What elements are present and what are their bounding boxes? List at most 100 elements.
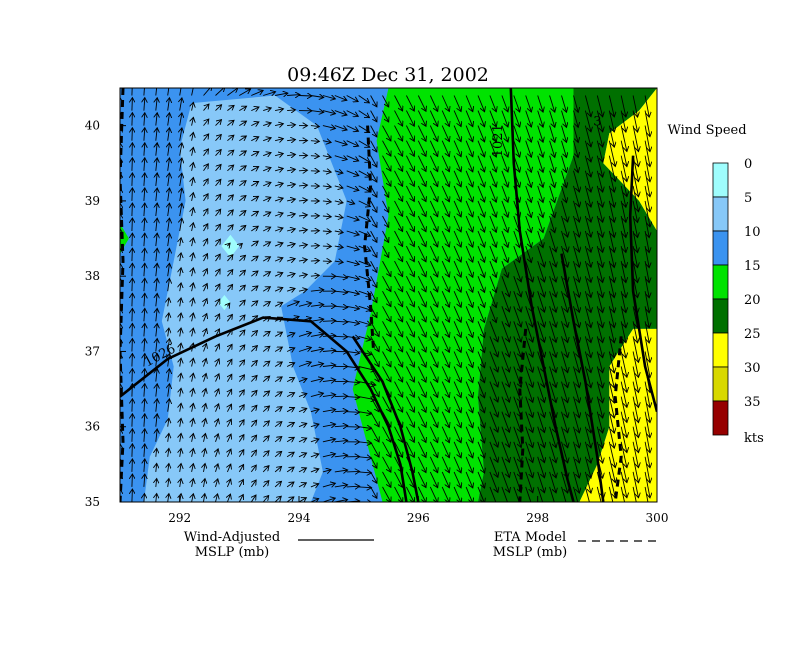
wind-arrow <box>334 291 348 292</box>
wind-arrow <box>573 140 579 158</box>
legend-swatch <box>712 230 729 266</box>
wind-arrow <box>168 278 170 292</box>
wind-arrow <box>417 306 426 322</box>
wind-arrow <box>346 140 359 146</box>
wind-arrow <box>561 351 568 373</box>
wind-arrow <box>144 188 145 201</box>
wind-arrow <box>656 456 657 460</box>
wind-arrow <box>144 354 145 367</box>
wind-arrow <box>477 245 485 262</box>
wind-arrow <box>216 284 220 292</box>
wind-arrow <box>287 154 295 155</box>
wind-arrow <box>274 154 283 156</box>
wind-arrow <box>561 155 567 173</box>
wind-arrow <box>429 336 437 352</box>
wind-arrow <box>382 486 391 502</box>
wind-arrow <box>394 381 403 398</box>
wind-arrow <box>239 181 246 187</box>
wind-arrow <box>192 178 194 186</box>
wind-arrow <box>238 270 245 277</box>
wind-arrow <box>465 396 473 413</box>
wind-arrow <box>322 231 331 232</box>
wind-arrow <box>262 242 270 246</box>
wind-arrow <box>358 110 370 118</box>
wind-arrow <box>441 110 449 127</box>
wind-arrow <box>477 260 485 277</box>
wind-arrow <box>561 381 568 403</box>
wind-arrow <box>156 339 157 352</box>
wind-arrow <box>168 298 169 307</box>
wind-arrow <box>131 88 133 96</box>
wind-arrow <box>525 411 533 433</box>
wind-arrow <box>250 435 256 443</box>
wind-arrow <box>429 185 437 202</box>
wind-arrow <box>525 366 533 388</box>
wind-arrow <box>204 404 206 412</box>
wind-arrow <box>656 231 657 253</box>
wind-arrow <box>310 96 324 98</box>
legend-tick-label: 25 <box>744 327 761 342</box>
wind-arrow <box>632 486 637 502</box>
wind-arrow <box>180 418 181 427</box>
wind-arrow <box>238 375 244 382</box>
wind-arrow <box>417 321 426 337</box>
wind-arrow <box>394 336 403 352</box>
wind-arrow <box>192 268 194 277</box>
wind-arrow <box>596 351 602 373</box>
wind-arrow <box>251 256 258 261</box>
wind-arrow <box>192 298 194 307</box>
wind-arrow <box>608 291 614 313</box>
wind-arrow <box>334 216 343 218</box>
wind-arrow <box>561 200 568 222</box>
wind-arrow <box>239 435 244 443</box>
wind-arrow <box>453 140 461 157</box>
wind-arrow <box>192 117 194 126</box>
wind-arrow <box>132 354 133 367</box>
wind-arrow <box>382 155 391 171</box>
wind-arrow <box>584 411 591 433</box>
wind-arrow <box>537 426 545 448</box>
wind-arrow <box>215 105 222 111</box>
wind-arrow <box>382 366 391 382</box>
wind-arrow <box>132 233 133 247</box>
wind-arrow <box>216 449 219 457</box>
wind-arrow <box>310 424 319 427</box>
y-tick-label: 37 <box>85 344 100 358</box>
wind-arrow <box>608 185 614 207</box>
wind-arrow <box>549 125 555 143</box>
wind-arrow <box>441 411 449 428</box>
wind-arrow <box>143 88 145 96</box>
wind-arrow <box>263 197 271 201</box>
wind-arrow <box>525 110 532 128</box>
wind-arrow <box>465 140 473 157</box>
wind-arrow <box>358 215 371 221</box>
wind-arrow <box>465 456 473 473</box>
wind-arrow <box>346 185 359 191</box>
wind-arrow <box>632 411 638 438</box>
wind-arrow <box>239 151 246 156</box>
wind-arrow <box>537 185 543 203</box>
wind-arrow <box>453 486 461 502</box>
wind-arrow <box>501 411 510 433</box>
wind-arrow <box>489 456 498 478</box>
wind-arrow <box>144 444 145 457</box>
wind-arrow <box>477 486 485 502</box>
wind-arrow <box>608 456 615 483</box>
wind-arrow <box>465 321 473 337</box>
wind-arrow <box>204 479 206 487</box>
wind-arrow <box>441 200 449 217</box>
wind-arrow <box>429 456 437 473</box>
wind-arrow <box>334 95 347 101</box>
wind-arrow <box>429 426 437 443</box>
wind-arrow <box>537 200 543 218</box>
wind-arrow <box>144 128 145 141</box>
wind-arrow <box>608 110 614 132</box>
wind-arrow <box>549 381 557 403</box>
wind-arrow <box>429 215 437 232</box>
line-legend-solid-label-1: Wind-Adjusted <box>184 530 280 545</box>
wind-arrow <box>132 263 133 277</box>
wind-arrow <box>489 125 496 142</box>
wind-arrow <box>144 248 145 262</box>
wind-arrow <box>132 429 133 442</box>
wind-arrow <box>477 426 485 443</box>
